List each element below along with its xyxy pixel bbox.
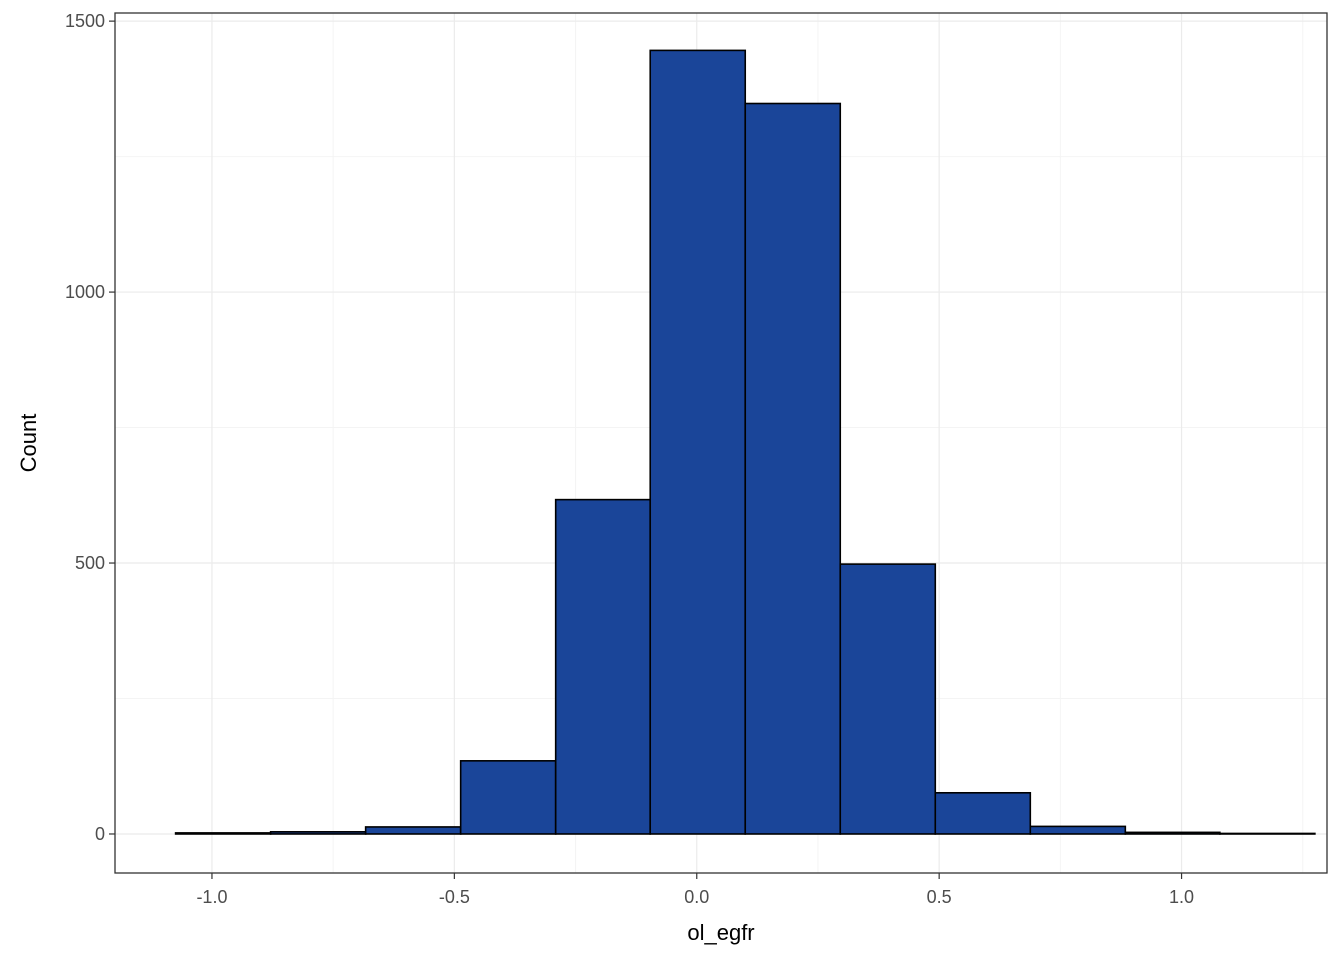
histogram-bar — [174, 832, 272, 835]
y-axis-title: Count — [16, 414, 41, 473]
y-tick-label: 0 — [95, 824, 105, 844]
y-tick-label: 1500 — [65, 11, 105, 31]
histogram-bar — [1219, 832, 1316, 835]
histogram-bar — [649, 49, 747, 835]
y-tick-label: 500 — [75, 553, 105, 573]
x-axis-title: ol_egfr — [687, 920, 754, 945]
panel-border — [114, 12, 1328, 874]
histogram-bar — [934, 791, 1032, 835]
x-tick-label: -1.0 — [196, 887, 227, 907]
histogram-bar — [839, 563, 937, 835]
histogram-bar — [269, 831, 367, 835]
x-tick-label: 0.5 — [927, 887, 952, 907]
x-tick-label: -0.5 — [439, 887, 470, 907]
histogram-bar — [459, 760, 557, 835]
x-tick-label: 1.0 — [1169, 887, 1194, 907]
histogram-bars — [174, 49, 1316, 835]
x-axis: -1.0 -0.5 0.0 0.5 1.0 — [196, 873, 1194, 907]
histogram-bar — [364, 826, 462, 835]
histogram-bar — [554, 498, 652, 835]
x-tick-label: 0.0 — [684, 887, 709, 907]
histogram-bar — [1029, 825, 1127, 835]
histogram-bar — [1124, 831, 1221, 835]
y-tick-label: 1000 — [65, 282, 105, 302]
histogram-bar — [744, 102, 842, 835]
y-axis: 0 500 1000 1500 — [65, 11, 115, 844]
